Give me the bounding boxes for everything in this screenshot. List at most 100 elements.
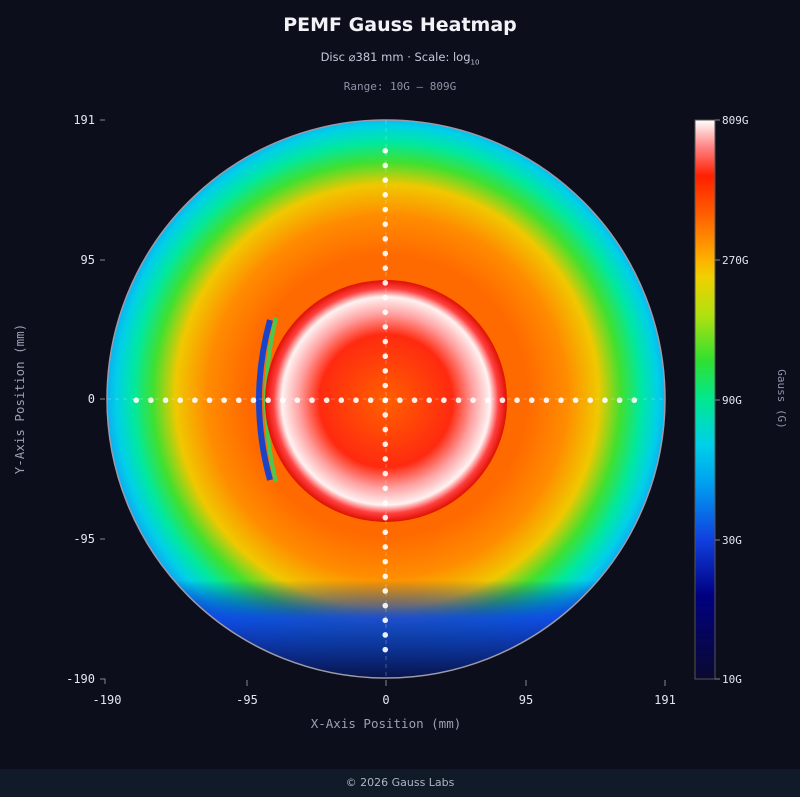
probe-point: [250, 397, 257, 404]
probe-point: [382, 368, 389, 374]
probe-points: [133, 148, 638, 653]
probe-point: [309, 397, 315, 404]
y-tick: -190: [66, 672, 106, 686]
x-tick: 95: [519, 680, 533, 707]
probe-point: [382, 221, 389, 227]
probe-point: [382, 500, 389, 506]
x-tick: -190: [93, 693, 122, 707]
probe-point: [148, 397, 154, 404]
y-tick-label: -95: [73, 532, 95, 546]
probe-point: [382, 206, 389, 213]
colorbar-gradient: [694, 119, 716, 680]
colorbar-tick: 10G: [715, 673, 742, 686]
probe-point: [572, 397, 579, 404]
probe-point: [177, 397, 184, 404]
field-artifact-arc: [256, 319, 273, 481]
probe-point: [323, 397, 330, 404]
probe-point: [411, 397, 418, 404]
probe-point: [543, 397, 550, 404]
disc-outline: [106, 119, 666, 679]
range-label: Range: 10G – 809G: [343, 80, 457, 93]
y-tick-label: 191: [73, 113, 95, 127]
y-tick-label: -190: [66, 672, 95, 686]
probe-point: [382, 456, 389, 462]
probe-point: [382, 514, 389, 521]
probe-point: [382, 382, 389, 389]
colorbar-tick: 90G: [715, 394, 742, 407]
probe-point: [382, 602, 389, 609]
low-field-band: [107, 580, 665, 678]
probe-point: [382, 148, 389, 154]
subtitle-text: Disc ⌀381 mm · Scale: log: [320, 50, 471, 64]
colorbar-tick-label: 809G: [722, 114, 749, 127]
x-axis-label: X-Axis Position (mm): [311, 716, 462, 731]
probe-point: [265, 397, 271, 404]
probe-point: [382, 558, 389, 565]
probe-point: [382, 646, 389, 653]
probe-point: [133, 397, 140, 404]
probe-point: [382, 353, 389, 360]
y-tick: 191: [73, 113, 105, 127]
probe-point: [162, 397, 169, 404]
probe-point: [382, 265, 389, 271]
probe-point: [206, 397, 213, 404]
probe-point: [514, 397, 520, 404]
x-tick: -95: [236, 680, 258, 707]
chart-subtitle: Disc ⌀381 mm · Scale: log10: [0, 50, 800, 66]
x-tick: 191: [654, 680, 676, 707]
probe-point: [602, 397, 608, 404]
probe-point: [558, 397, 564, 404]
probe-point: [587, 397, 594, 404]
probe-point: [382, 470, 389, 477]
probe-point: [382, 617, 389, 624]
colorbar-tick-label: 10G: [722, 673, 742, 686]
x-tick-label: 95: [519, 693, 533, 707]
x-tick-label: 0: [382, 693, 389, 707]
probe-point: [382, 588, 389, 594]
probe-point: [382, 236, 389, 242]
probe-point: [338, 397, 345, 404]
probe-point: [382, 294, 389, 301]
probe-point: [382, 324, 389, 330]
probe-point: [441, 397, 447, 404]
colorbar-tick-label: 30G: [722, 534, 742, 547]
y-axis: 191 95 0 -95 -190 Y-Axis Position (mm): [12, 113, 106, 686]
probe-point: [426, 397, 433, 404]
probe-point: [382, 177, 389, 183]
probe-point: [382, 573, 389, 580]
y-tick: 95: [81, 253, 105, 267]
colorbar-tick-label: 270G: [722, 254, 749, 267]
heatmap-disc: [106, 119, 666, 679]
colorbar-tick-label: 90G: [722, 394, 742, 407]
probe-point: [470, 397, 476, 404]
y-tick-label: 95: [81, 253, 95, 267]
probe-point: [616, 397, 623, 404]
probe-point: [382, 338, 389, 345]
probe-point: [192, 397, 198, 404]
probe-point: [382, 162, 389, 169]
footer: © 2026 Gauss Labs: [0, 769, 800, 797]
colorbar-tick: 30G: [715, 534, 742, 547]
probe-point: [367, 397, 374, 404]
probe-point: [382, 632, 389, 638]
probe-point: [382, 397, 389, 404]
y-tick-label: 0: [88, 392, 95, 406]
probe-point: [382, 485, 389, 492]
colorbar-label: Gauss (G): [775, 369, 788, 429]
colorbar-tick: 809G: [715, 114, 749, 127]
probe-point: [499, 397, 506, 404]
probe-point: [382, 192, 389, 198]
x-tick-label: -95: [236, 693, 258, 707]
x-axis: -190 -95 0 95 191 X-Axis Position (mm): [93, 680, 676, 731]
probe-point: [353, 397, 359, 404]
probe-point: [382, 280, 389, 286]
subtitle-subscript: 10: [470, 58, 480, 67]
probe-point: [382, 250, 389, 257]
probe-point: [631, 397, 638, 404]
heatmap-chart: 191 95 0 -95 -190 Y-Axis Position (mm) -…: [12, 113, 788, 731]
probe-point: [528, 397, 535, 404]
x-tick-label: -190: [93, 693, 122, 707]
y-tick: -95: [73, 532, 105, 546]
probe-point: [382, 426, 389, 433]
probe-point: [382, 529, 389, 536]
